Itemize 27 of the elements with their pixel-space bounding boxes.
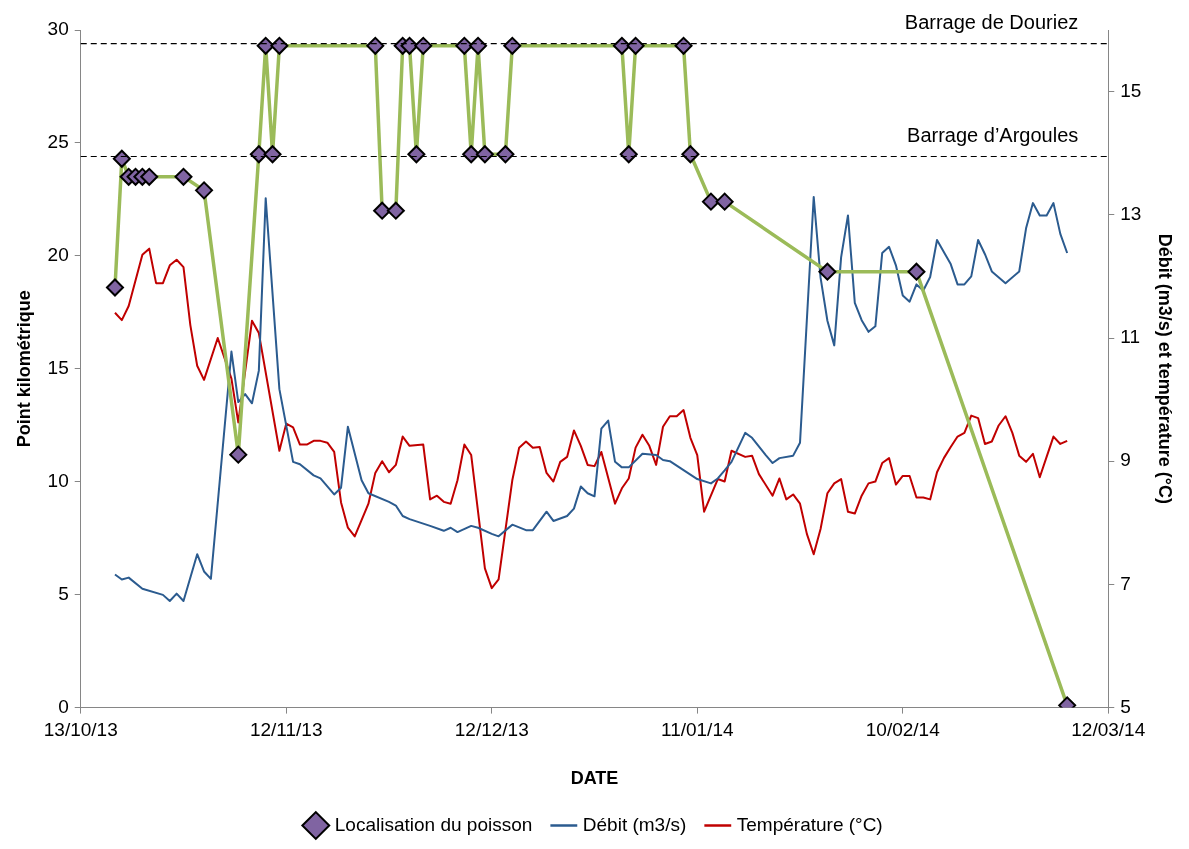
y2-axis-title: Débit (m3/s) et température (°C): [1155, 233, 1176, 504]
y2-tick-label: 5: [1120, 695, 1131, 717]
y-tick-label: 5: [58, 582, 69, 604]
y-tick-label: 10: [47, 469, 69, 491]
y2-tick-label: 11: [1120, 326, 1140, 348]
x-tick-label: 12/12/13: [454, 719, 529, 741]
y-tick-label: 25: [47, 131, 69, 153]
y2-tick-label: 7: [1120, 572, 1131, 594]
y2-tick-label: 9: [1120, 449, 1131, 471]
x-tick-label: 12/03/14: [1071, 719, 1146, 741]
legend-label: Débit (m3/s): [582, 813, 687, 835]
ref-line-label: Barrage d’Argoules: [907, 124, 1079, 146]
y-tick-label: 15: [47, 357, 69, 379]
y-tick-label: 20: [47, 244, 69, 266]
y-tick-label: 0: [58, 695, 69, 717]
legend-label: Température (°C): [736, 813, 883, 835]
x-tick-label: 13/10/13: [43, 719, 118, 741]
x-tick-label: 11/01/14: [660, 719, 734, 741]
y-axis-title: Point kilométrique: [13, 290, 34, 448]
ref-line-label: Barrage de Douriez: [904, 11, 1079, 34]
legend-label: Localisation du poisson: [334, 813, 533, 835]
y-tick-label: 30: [47, 18, 69, 40]
x-tick-label: 10/02/14: [865, 719, 941, 741]
y2-tick-label: 15: [1120, 79, 1142, 101]
x-tick-label: 12/11/13: [249, 719, 323, 741]
x-axis-title: DATE: [570, 768, 619, 789]
y2-tick-label: 13: [1120, 203, 1142, 225]
